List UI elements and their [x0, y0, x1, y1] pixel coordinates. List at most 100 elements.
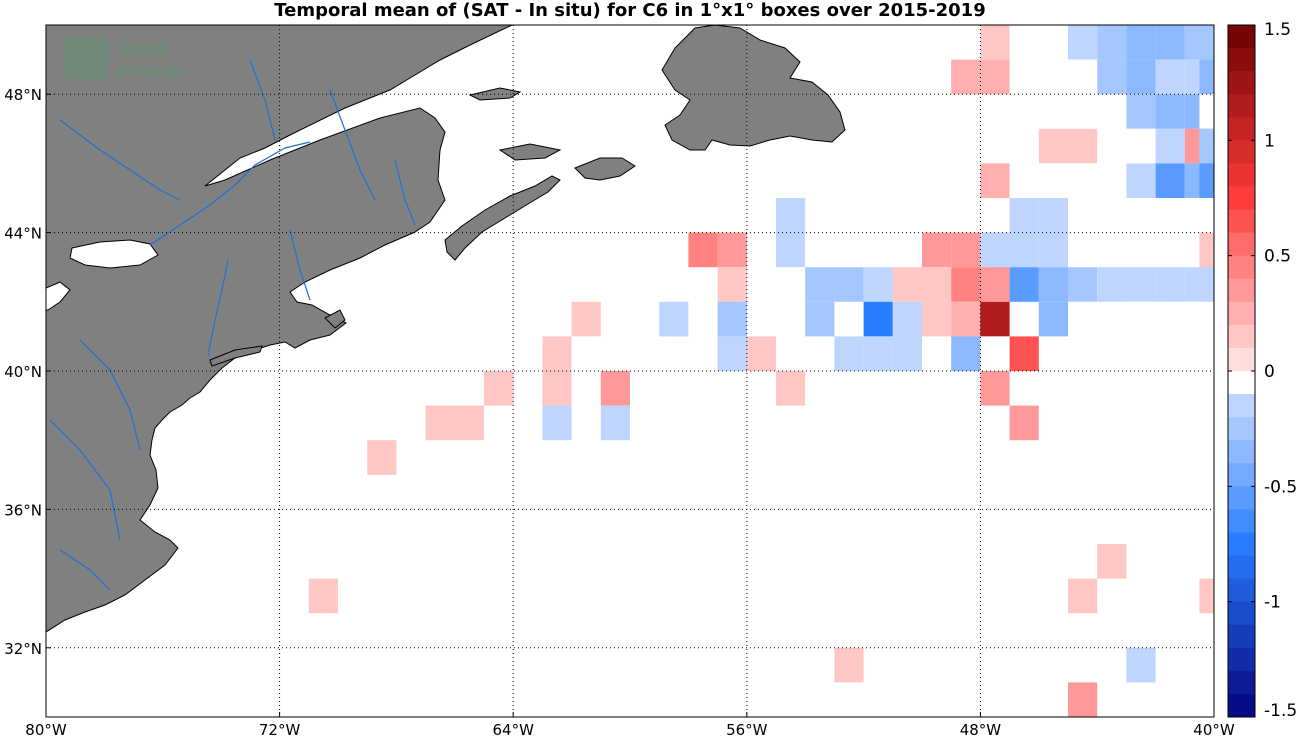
heatmap-cell: [1126, 25, 1156, 60]
heatmap-cell: [951, 59, 981, 95]
heatmap-cell: [1126, 128, 1156, 164]
heatmap-cell: [1068, 25, 1098, 60]
heatmap-cell: [1199, 59, 1214, 95]
y-tick-label: 44°N: [4, 225, 42, 243]
heatmap-cell: [1009, 232, 1039, 268]
lake-ontario-water: [69, 239, 159, 269]
heatmap-cell: [863, 232, 893, 268]
heatmap-cell: [922, 301, 952, 337]
heatmap-cell: [1184, 25, 1214, 60]
heatmap-cell: [1097, 25, 1127, 60]
colorbar-step: [1228, 624, 1255, 649]
colorbar-steps: [1228, 25, 1255, 718]
heatmap-cell: [951, 301, 981, 337]
colorbar-step: [1228, 25, 1255, 49]
y-tick-label: 32°N: [4, 640, 42, 658]
nova-scotia-landmass: [444, 175, 561, 261]
colorbar-step: [1228, 371, 1255, 395]
heatmap-cell: [1068, 682, 1098, 717]
heatmap-cell: [1155, 94, 1185, 129]
river-6: [59, 549, 111, 591]
x-tick-label: 72°W: [259, 721, 301, 739]
heatmap-cell: [717, 336, 747, 371]
heatmap-cell: [980, 301, 1010, 337]
heatmap-cell: [1009, 267, 1039, 302]
heatmap-cell: [922, 267, 952, 302]
colorbar-step: [1228, 94, 1255, 118]
heatmap-cell: [717, 267, 747, 302]
colorbar-step: [1228, 463, 1255, 487]
cape-breton-landmass: [574, 157, 636, 181]
heatmap-cell: [425, 405, 455, 441]
heatmap-cell: [951, 336, 981, 371]
heatmap-cell: [1199, 232, 1214, 268]
heatmap-cell: [980, 371, 1010, 406]
heatmap-cell: [863, 267, 893, 302]
heatmap-cell: [1068, 301, 1098, 337]
heatmap-cell: [454, 405, 484, 441]
landmass-layer: [46, 25, 846, 633]
colorbar-step: [1228, 255, 1255, 280]
heatmap-cell: [1184, 198, 1214, 233]
heatmap-cell: [805, 301, 835, 337]
colorbar-ticks: 1.5 1 0.5 0 -0.5 -1 -1.5: [1228, 20, 1297, 721]
heatmap-cell: [1038, 301, 1068, 337]
x-tick-label: 80°W: [25, 721, 67, 739]
colorbar-step: [1228, 71, 1255, 95]
heatmap-cell: [1038, 163, 1068, 198]
heatmap-cell: [1038, 232, 1068, 268]
x-tick-label: 40°W: [1193, 721, 1235, 739]
heatmap-cell: [746, 336, 776, 371]
heatmap-cell: [776, 267, 806, 302]
logo: smos pi-mep: [64, 36, 182, 81]
heatmap-cell: [571, 336, 601, 371]
y-tick-label: 48°N: [4, 86, 42, 104]
heatmap-cell: [1038, 267, 1068, 302]
colorbar-step: [1228, 394, 1255, 418]
colorbar-step: [1228, 417, 1255, 441]
y-axis-ticks: 32°N 36°N 40°N 44°N 48°N: [4, 86, 51, 658]
heatmap-cell: [1038, 25, 1068, 60]
colorbar-step: [1228, 693, 1255, 718]
x-axis-ticks: 80°W 72°W 64°W 56°W 48°W 40°W: [25, 712, 1235, 739]
heatmap-cell: [1155, 59, 1185, 95]
heatmap-cells: [308, 25, 1214, 717]
heatmap-cell: [776, 371, 806, 406]
colorbar-step: [1228, 186, 1255, 211]
heatmap-cell: [1068, 163, 1098, 198]
heatmap-cell: [1009, 336, 1039, 371]
colorbar-step: [1228, 509, 1255, 533]
heatmap-cell: [1009, 59, 1039, 95]
heatmap-cell: [776, 198, 806, 233]
river-4: [79, 339, 141, 451]
map-area: [46, 25, 1214, 717]
heatmap-cell: [1068, 232, 1098, 268]
heatmap-cell: [659, 301, 689, 337]
heatmap-cell: [1097, 544, 1127, 579]
colorbar-step: [1228, 532, 1255, 557]
heatmap-cell: [980, 336, 1010, 371]
heatmap-cell: [805, 371, 835, 406]
heatmap-cell: [980, 198, 1010, 233]
heatmap-cell: [1155, 25, 1185, 60]
heatmap-cell: [1199, 578, 1214, 614]
colorbar-step: [1228, 209, 1255, 234]
heatmap-cell: [1068, 128, 1098, 164]
heatmap-cell: [892, 336, 922, 371]
heatmap-cell: [1199, 267, 1214, 302]
graticule: [46, 25, 1214, 717]
lake-erie-water: [46, 281, 71, 311]
heatmap-cell: [1009, 198, 1039, 233]
colorbar: 1.5 1 0.5 0 -0.5 -1 -1.5: [1227, 20, 1297, 721]
heatmap-cell: [1009, 163, 1039, 198]
heatmap-cell: [1199, 163, 1214, 198]
heatmap-cell: [892, 267, 922, 302]
logo-line2: pi-mep: [116, 61, 182, 81]
heatmap-cell: [863, 301, 893, 337]
heatmap-cell: [834, 336, 864, 371]
x-tick-label: 64°W: [492, 721, 534, 739]
heatmap-cell: [717, 232, 747, 268]
river-5: [49, 419, 121, 541]
colorbar-step: [1228, 324, 1255, 349]
heatmap-cell: [1097, 267, 1127, 302]
